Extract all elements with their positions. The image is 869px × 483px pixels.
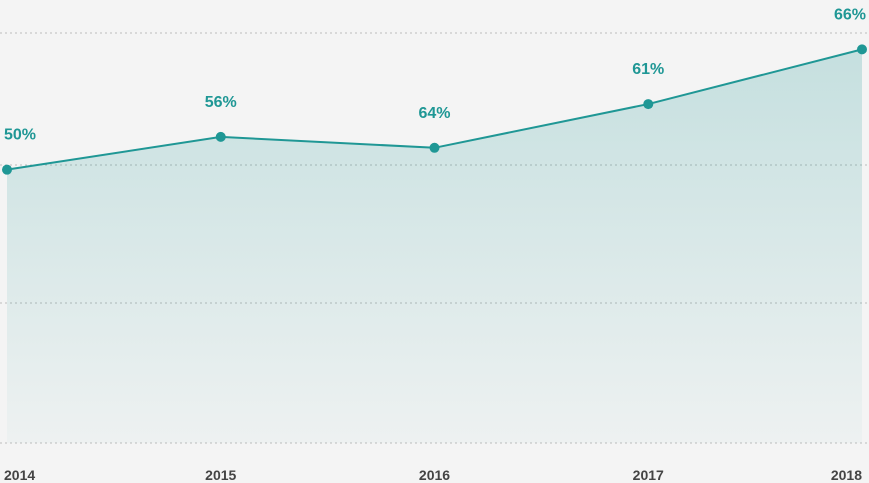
data-label-2018: 66% [834, 6, 866, 23]
x-tick-label-2017: 2017 [633, 467, 664, 483]
x-axis-labels: 2014 2015 2016 2017 2018 [4, 467, 862, 483]
x-tick-label-2016: 2016 [419, 467, 450, 483]
area-fill [7, 49, 862, 444]
x-tick-label-2015: 2015 [205, 467, 236, 483]
data-points [2, 44, 867, 175]
data-point-2014 [2, 164, 12, 175]
x-tick-label-2014: 2014 [4, 467, 35, 483]
data-label-2014: 50% [4, 127, 36, 144]
data-point-2017 [643, 99, 654, 110]
data-point-2018 [857, 44, 867, 55]
data-label-2016: 64% [418, 105, 450, 122]
data-label-2017: 61% [632, 61, 664, 78]
data-labels: 50% 56% 64% 61% 66% [4, 6, 866, 143]
x-tick-label-2018: 2018 [831, 467, 862, 483]
data-label-2015: 56% [205, 94, 237, 111]
data-point-2015 [215, 131, 226, 142]
data-point-2016 [429, 142, 440, 153]
